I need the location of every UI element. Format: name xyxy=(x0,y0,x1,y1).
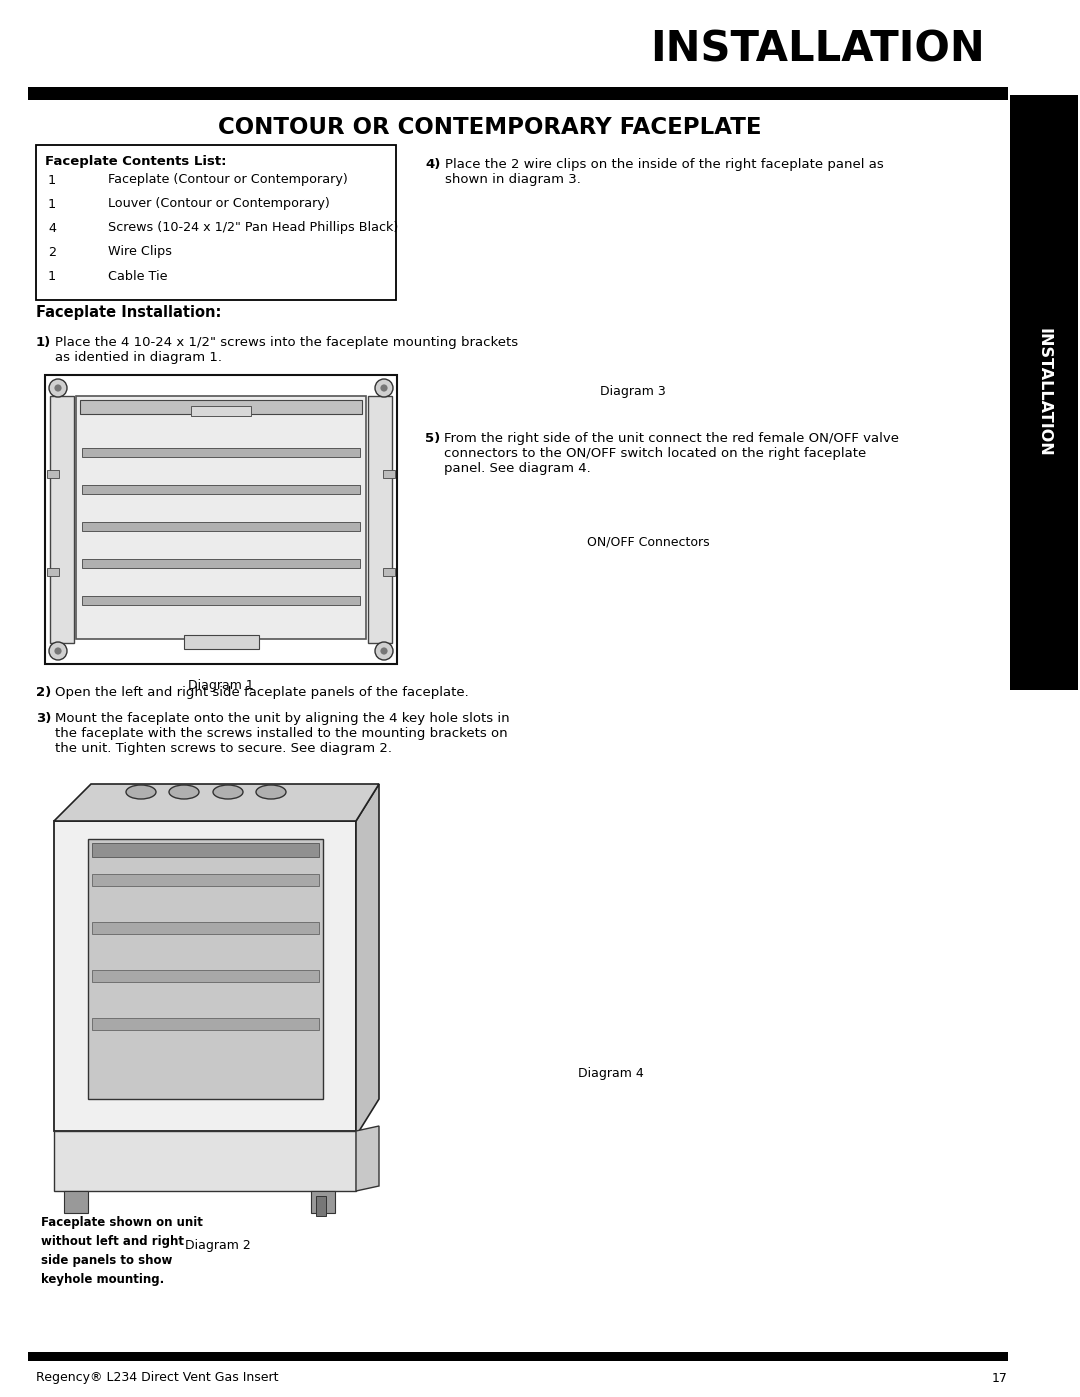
Bar xyxy=(48,469,59,478)
Bar xyxy=(92,875,319,886)
Text: Mount the faceplate onto the unit by aligning the 4 key hole slots in
the facepl: Mount the faceplate onto the unit by ali… xyxy=(55,712,510,754)
Bar xyxy=(316,1196,326,1215)
Bar xyxy=(36,145,396,300)
Text: 3): 3) xyxy=(36,712,52,725)
Text: 1): 1) xyxy=(36,337,51,349)
Bar xyxy=(82,597,360,605)
Text: Diagram 1: Diagram 1 xyxy=(188,679,254,692)
Text: ON/OFF Connectors: ON/OFF Connectors xyxy=(588,535,710,549)
Text: Diagram 4: Diagram 4 xyxy=(578,1067,644,1080)
Bar xyxy=(76,395,366,638)
Ellipse shape xyxy=(168,785,199,799)
Text: From the right side of the unit connect the red female ON/OFF valve
connectors t: From the right side of the unit connect … xyxy=(444,432,899,475)
Bar xyxy=(87,840,323,1099)
Polygon shape xyxy=(356,784,379,1136)
Text: 4): 4) xyxy=(426,158,441,170)
Text: Place the 2 wire clips on the inside of the right faceplate panel as
shown in di: Place the 2 wire clips on the inside of … xyxy=(445,158,883,186)
Bar xyxy=(82,559,360,569)
Bar xyxy=(45,374,397,664)
Bar xyxy=(28,87,1008,101)
Text: CONTOUR OR CONTEMPORARY FACEPLATE: CONTOUR OR CONTEMPORARY FACEPLATE xyxy=(218,116,761,140)
Ellipse shape xyxy=(256,785,286,799)
Text: INSTALLATION: INSTALLATION xyxy=(1037,328,1052,457)
Text: 2: 2 xyxy=(48,246,56,258)
Text: Diagram 3: Diagram 3 xyxy=(600,386,665,398)
Text: Diagram 2: Diagram 2 xyxy=(185,1239,251,1253)
Polygon shape xyxy=(54,784,379,821)
Bar xyxy=(311,1192,335,1213)
Bar xyxy=(92,842,319,856)
Bar xyxy=(82,522,360,531)
Text: Place the 4 10-24 x 1/2" screws into the faceplate mounting brackets
as identied: Place the 4 10-24 x 1/2" screws into the… xyxy=(55,337,518,365)
Bar xyxy=(54,1132,356,1192)
Text: 17: 17 xyxy=(993,1372,1008,1384)
Text: Open the left and right side faceplate panels of the faceplate.: Open the left and right side faceplate p… xyxy=(55,686,469,698)
Bar xyxy=(42,372,400,666)
Text: 1: 1 xyxy=(48,197,56,211)
Text: Screws (10-24 x 1/2" Pan Head Phillips Black): Screws (10-24 x 1/2" Pan Head Phillips B… xyxy=(108,222,399,235)
Bar xyxy=(191,407,251,416)
Text: INSTALLATION: INSTALLATION xyxy=(650,29,985,71)
Circle shape xyxy=(49,379,67,397)
Bar xyxy=(82,485,360,495)
Text: Faceplate shown on unit
without left and right
side panels to show
keyhole mount: Faceplate shown on unit without left and… xyxy=(41,1215,203,1287)
Text: Faceplate (Contour or Contemporary): Faceplate (Contour or Contemporary) xyxy=(108,173,348,187)
Text: 4: 4 xyxy=(48,222,56,235)
Text: Wire Clips: Wire Clips xyxy=(108,246,172,258)
Bar xyxy=(368,395,392,643)
Circle shape xyxy=(54,647,62,655)
Bar xyxy=(82,448,360,457)
Bar xyxy=(36,756,401,1224)
Text: Regency® L234 Direct Vent Gas Insert: Regency® L234 Direct Vent Gas Insert xyxy=(36,1372,279,1384)
Text: 1: 1 xyxy=(48,270,56,282)
Circle shape xyxy=(54,384,62,391)
Text: Faceplate Installation:: Faceplate Installation: xyxy=(36,306,221,320)
Text: Faceplate Contents List:: Faceplate Contents List: xyxy=(45,155,227,169)
Ellipse shape xyxy=(213,785,243,799)
Bar xyxy=(48,569,59,576)
Bar xyxy=(383,569,395,576)
Bar xyxy=(92,970,319,982)
Bar xyxy=(383,469,395,478)
Bar xyxy=(184,636,259,650)
Circle shape xyxy=(375,643,393,659)
Text: Cable Tie: Cable Tie xyxy=(108,270,167,282)
Circle shape xyxy=(49,643,67,659)
Bar xyxy=(1010,95,1078,690)
Circle shape xyxy=(375,379,393,397)
Text: 2): 2) xyxy=(36,686,51,698)
Text: 5): 5) xyxy=(426,432,441,446)
Bar xyxy=(80,400,362,414)
Bar xyxy=(28,1352,1008,1361)
Bar xyxy=(92,922,319,935)
Bar xyxy=(92,1018,319,1030)
Circle shape xyxy=(380,647,388,655)
Bar xyxy=(64,1192,87,1213)
Text: 1: 1 xyxy=(48,173,56,187)
Circle shape xyxy=(380,384,388,391)
Bar xyxy=(54,821,356,1132)
Polygon shape xyxy=(356,1126,379,1192)
Ellipse shape xyxy=(126,785,156,799)
Text: Louver (Contour or Contemporary): Louver (Contour or Contemporary) xyxy=(108,197,329,211)
Bar xyxy=(50,395,75,643)
